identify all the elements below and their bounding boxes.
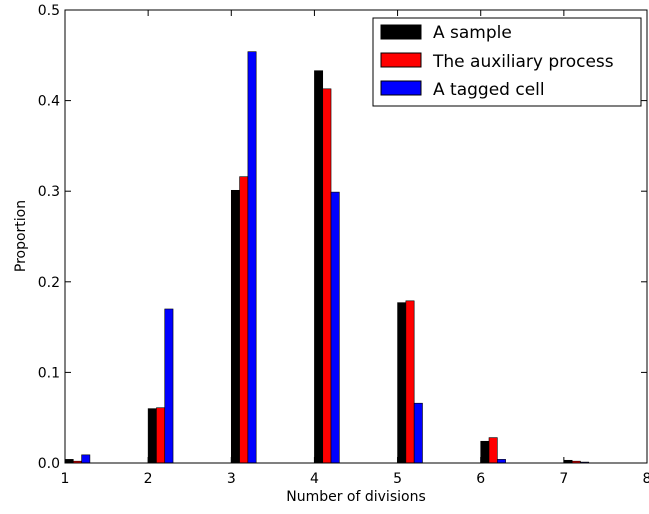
bar-a-tagged-cell-1	[81, 454, 91, 464]
y-tick-label-0.2: 0.2	[38, 275, 60, 291]
y-tick-label-0.0: 0.0	[38, 456, 60, 472]
bar-a-sample-6	[480, 440, 490, 464]
ticks-group: 1 2 3 4 5 6 7 8 0.0 0.1 0.2 0.3 0.4 0.5	[38, 3, 649, 487]
legend-label-tagged-cell: A tagged cell	[433, 80, 545, 100]
bar-a-sample-1	[64, 459, 74, 464]
legend-label-a-sample: A sample	[433, 23, 512, 43]
y-tick-label-0.3: 0.3	[38, 184, 60, 200]
bar-a-sample-3	[230, 189, 240, 464]
legend-swatch-tagged-cell	[380, 80, 422, 96]
bar-a-tagged-cell-3	[247, 51, 257, 464]
x-tick-label-7: 7	[559, 471, 568, 487]
bar-the-auxiliary-process-4	[322, 88, 332, 464]
y-tick-label-0.4: 0.4	[38, 94, 60, 110]
x-axis-label: Number of divisions	[286, 489, 426, 505]
bar-a-tagged-cell-4	[330, 191, 340, 464]
legend-swatch-a-sample	[380, 24, 422, 40]
plot-frame	[64, 9, 648, 464]
x-tick-label-4: 4	[310, 471, 319, 487]
bar-the-auxiliary-process-5	[405, 300, 415, 464]
legend-label-auxiliary-process: The auxiliary process	[432, 52, 614, 72]
y-tick-label-0.5: 0.5	[38, 3, 60, 19]
bar-a-tagged-cell-2	[164, 308, 174, 464]
bar-a-sample-4	[314, 70, 324, 464]
x-tick-label-1: 1	[61, 471, 70, 487]
x-tick-label-5: 5	[393, 471, 402, 487]
x-tick-label-6: 6	[476, 471, 485, 487]
bar-a-sample-2	[147, 408, 157, 464]
legend-swatch-auxiliary-process	[380, 52, 422, 68]
bar-the-auxiliary-process-3	[239, 176, 249, 464]
x-tick-label-3: 3	[227, 471, 236, 487]
y-axis-label: Proportion	[13, 200, 29, 272]
x-tick-label-2: 2	[144, 471, 153, 487]
legend: A sample The auxiliary process A tagged …	[372, 17, 642, 107]
bar-a-tagged-cell-6	[497, 459, 506, 464]
bar-a-tagged-cell-5	[413, 402, 423, 464]
bar-the-auxiliary-process-2	[156, 407, 166, 464]
bar-the-auxiliary-process-6	[488, 437, 498, 464]
bar-a-sample-5	[397, 302, 407, 464]
y-tick-label-0.1: 0.1	[38, 365, 60, 381]
x-tick-label-8: 8	[643, 471, 649, 487]
